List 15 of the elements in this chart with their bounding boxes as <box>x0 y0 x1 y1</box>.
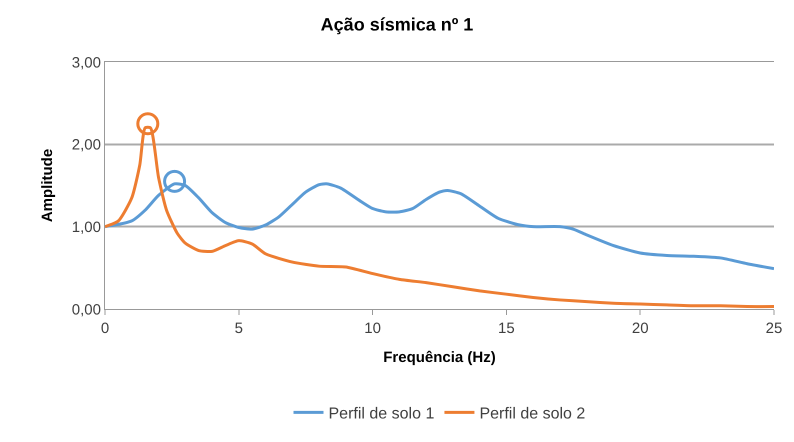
y-axis-title: Amplitude <box>39 148 56 222</box>
y-tick-label: 2,00 <box>72 136 101 154</box>
legend-label: Perfil de solo 1 <box>328 406 434 423</box>
y-tick-label: 1,00 <box>72 218 101 236</box>
y-tick-label: 3,00 <box>72 54 101 72</box>
x-axis-title: Frequência (Hz) <box>383 349 496 366</box>
y-tick-label: 0,00 <box>72 301 101 318</box>
legend-label: Perfil de solo 2 <box>479 406 586 423</box>
x-tick-label: 15 <box>498 320 515 337</box>
x-tick-label: 0 <box>100 320 110 337</box>
chart-title: Ação sísmica nº 1 <box>320 14 474 34</box>
x-tick-label: 5 <box>234 320 243 337</box>
x-tick-label: 20 <box>632 320 649 337</box>
x-tick-label: 25 <box>766 320 782 337</box>
x-tick-label: 10 <box>364 320 381 337</box>
